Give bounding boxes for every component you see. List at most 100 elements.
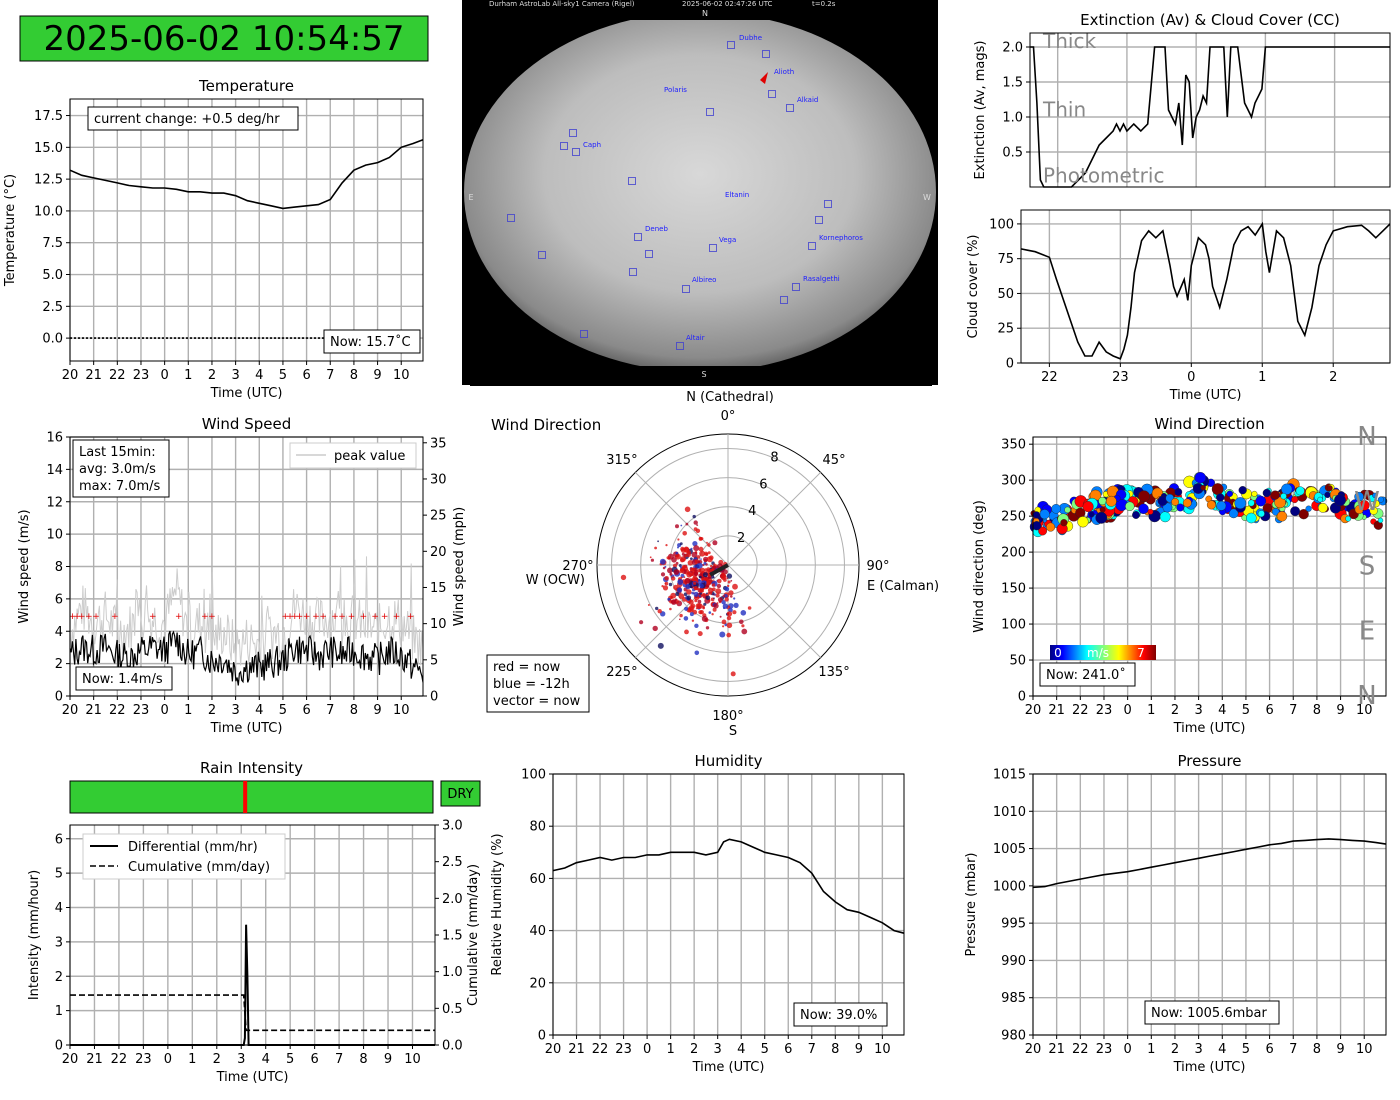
temperature-ytick-label: 12.5 (34, 173, 63, 188)
polar-point (730, 595, 733, 598)
wind-direction-point (1247, 499, 1255, 507)
wind-direction-point (1372, 500, 1380, 508)
rain-xtick-label: 23 (135, 1052, 152, 1067)
pressure-xtick-label: 0 (1123, 1042, 1131, 1057)
temperature-annotation-text: current change: +0.5 deg/hr (94, 112, 280, 127)
star-box (507, 214, 515, 222)
camera-header-exposure: t=0.2s (812, 0, 836, 8)
polar-point (710, 564, 713, 568)
wind-direction-compass-label: W (1354, 487, 1380, 517)
wind-direction-point (1147, 508, 1154, 515)
wind-speed-ytick-right-label: 5 (430, 653, 438, 668)
polar-point (699, 583, 704, 589)
extinction-title: Extinction (Av) & Cloud Cover (CC) (1080, 11, 1340, 29)
temperature-xtick-label: 4 (255, 368, 263, 383)
wind-direction-point (1234, 497, 1247, 509)
wind-gust-marker: + (303, 612, 311, 622)
polar-point (703, 602, 707, 606)
polar-south-label: S (729, 724, 737, 739)
polar-angle-label: 0° (721, 409, 736, 424)
wind-speed-xtick-label: 1 (184, 703, 192, 718)
polar-point (707, 543, 711, 547)
wind-speed-now-box (75, 666, 173, 691)
pressure-xtick-label: 22 (1072, 1042, 1089, 1057)
wind-direction-point (1194, 472, 1207, 484)
wind-gust-marker: + (208, 612, 216, 622)
wind-polar-legend-text: blue = -12h (493, 677, 570, 692)
polar-point (676, 587, 683, 593)
polar-point (678, 564, 682, 567)
wind-speed-ytick-right-label: 25 (430, 509, 447, 524)
wind-direction-xtick-label: 7 (1289, 703, 1297, 718)
clock-panel: 2025-06-02 10:54:57 (19, 15, 429, 62)
pressure-xtick-label: 7 (1289, 1042, 1297, 1057)
temperature-ylabel: Temperature (°C) (3, 174, 18, 287)
rain-ytick-right-label: 1.0 (442, 965, 463, 980)
wind-speed-chart: +++ + + + + + + + ++++ + + + + + + + + + + +20 21 22 23 0 1 2 3 4 5 6… (17, 415, 467, 736)
wind-speed-ytick-right-label: 20 (430, 545, 447, 560)
star-label: Dubhe (739, 34, 762, 42)
pressure-now-box (1144, 1000, 1280, 1025)
polar-point (712, 607, 717, 612)
polar-point (694, 623, 699, 628)
wind-direction-now-box (1039, 662, 1136, 687)
wind-direction-compass-label: E (1359, 616, 1375, 646)
polar-point (701, 615, 708, 622)
polar-point (680, 568, 684, 572)
polar-point (703, 556, 709, 562)
extinction-ytick-label: 1.0 (1002, 111, 1023, 126)
star-label: Polaris (664, 86, 687, 94)
wind-direction-xtick-label: 10 (1356, 703, 1373, 718)
rain-xtick-label: 0 (164, 1052, 172, 1067)
temperature-ytick-label: 15.0 (34, 141, 63, 156)
wind-direction-xtick-label: 5 (1242, 703, 1250, 718)
polar-point (691, 567, 696, 571)
polar-point (707, 587, 714, 593)
polar-point (686, 572, 692, 578)
colorbar-max-label: 7 (1137, 646, 1145, 660)
polar-point (726, 632, 731, 638)
rain-ytick-right-label: 3.0 (442, 819, 463, 834)
temperature-title: Temperature (198, 77, 294, 95)
polar-point (657, 540, 659, 543)
wind-direction-point (1060, 519, 1068, 527)
temperature-xtick-label: 23 (133, 368, 150, 383)
polar-radial-label: 4 (748, 504, 756, 519)
star-box (682, 285, 690, 293)
wind-direction-point (1182, 498, 1192, 508)
temperature-chart: 20 21 22 23 0 1 2 3 4 5 6 7 8 9 100.02.55.07.510.012.5… (3, 77, 424, 401)
humidity-frame (552, 773, 905, 1036)
star-label: Eltanin (725, 191, 749, 199)
polar-point (704, 568, 708, 572)
rain-xtick-label: 5 (286, 1052, 294, 1067)
polar-point (680, 546, 685, 552)
wind-direction-point (1280, 493, 1287, 500)
wind-direction-ytick-label: 0 (1018, 690, 1026, 705)
polar-point (665, 544, 668, 547)
humidity-xtick-label: 2 (690, 1042, 698, 1057)
polar-point (657, 642, 664, 649)
polar-point (671, 557, 677, 563)
rain-ytick-right-label: 0.5 (442, 1002, 463, 1017)
wind-speed-ytick-right-label: 35 (430, 436, 447, 451)
humidity-xtick-label: 1 (666, 1042, 674, 1057)
wind-direction-point (1216, 493, 1225, 502)
wind-direction-point (1281, 483, 1293, 495)
polar-point (724, 623, 728, 627)
star-box (762, 50, 770, 58)
polar-point (696, 555, 701, 559)
rain-xtick-label: 8 (359, 1052, 367, 1067)
polar-point (708, 569, 711, 573)
wind-speed-ytick-label: 16 (46, 431, 63, 446)
polar-point (689, 585, 693, 588)
wind-direction-frame (1032, 436, 1387, 697)
wind-direction-point (1138, 490, 1150, 503)
wind-direction-point (1274, 496, 1286, 509)
polar-point (722, 603, 729, 609)
wind-direction-xtick-label: 3 (1194, 703, 1202, 718)
wind-speed-xtick-label: 6 (302, 703, 310, 718)
polar-point (690, 547, 693, 550)
humidity-xtick-label: 7 (808, 1042, 816, 1057)
polar-point (739, 619, 744, 625)
